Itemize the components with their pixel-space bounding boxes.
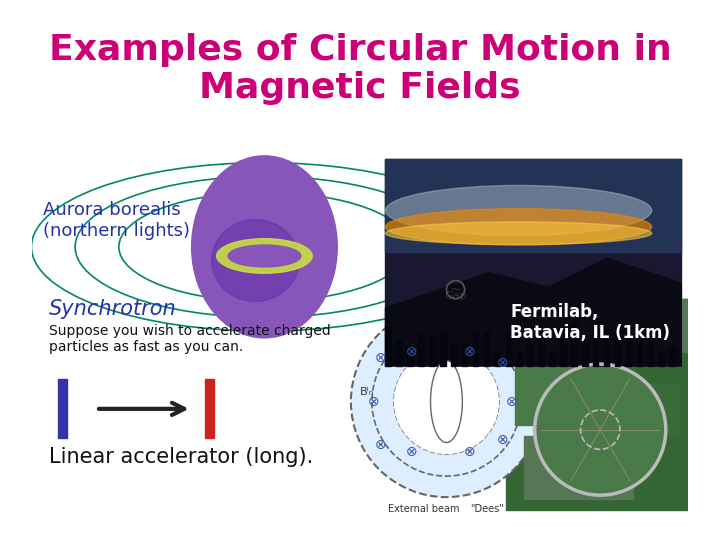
Bar (626, 328, 631, 366)
Text: Gap: Gap (444, 292, 467, 301)
Bar (560, 334, 566, 366)
Bar (659, 350, 664, 366)
Text: Examples of Circular Motion in: Examples of Circular Motion in (49, 33, 671, 67)
Bar (429, 336, 435, 366)
Text: ⊗: ⊗ (368, 395, 379, 409)
Bar (58, 379, 67, 438)
Circle shape (394, 349, 499, 454)
Bar (385, 159, 681, 366)
Ellipse shape (385, 208, 652, 245)
Bar (647, 340, 653, 366)
Bar (473, 332, 478, 366)
Ellipse shape (228, 245, 301, 267)
Text: Magnetic Fields: Magnetic Fields (199, 71, 521, 105)
Bar (604, 330, 609, 366)
Ellipse shape (385, 185, 652, 235)
Text: ⊗: ⊗ (464, 444, 475, 458)
Bar (524, 436, 633, 500)
Bar (440, 333, 446, 366)
Bar (505, 299, 688, 510)
Bar (582, 342, 588, 366)
Bar (418, 334, 423, 366)
Bar (484, 332, 489, 366)
Text: ⊗: ⊗ (464, 345, 475, 359)
Bar (571, 323, 577, 366)
Bar (539, 326, 544, 366)
Text: ⊗: ⊗ (497, 356, 509, 370)
Text: ⊗: ⊗ (406, 345, 418, 359)
Bar (397, 340, 402, 366)
Text: Fermilab,
Batavia, IL (1km): Fermilab, Batavia, IL (1km) (510, 303, 670, 342)
Text: Linear accelerator (long).: Linear accelerator (long). (49, 447, 313, 467)
Ellipse shape (431, 361, 462, 443)
Circle shape (535, 364, 666, 495)
Text: ~: ~ (450, 282, 462, 296)
Text: ⊗: ⊗ (506, 395, 518, 409)
Polygon shape (385, 258, 681, 366)
Bar (516, 352, 522, 366)
Bar (528, 332, 533, 366)
Bar (385, 327, 391, 366)
Text: Aurora borealis
(northern lights): Aurora borealis (northern lights) (43, 201, 190, 240)
Ellipse shape (217, 239, 312, 273)
Bar (385, 159, 681, 252)
Bar (615, 329, 620, 366)
Bar (597, 383, 678, 436)
Bar (670, 347, 675, 366)
Bar (505, 299, 688, 352)
Bar (408, 346, 413, 366)
Bar (205, 379, 215, 438)
Ellipse shape (385, 222, 652, 245)
Bar (636, 339, 642, 366)
Text: "Dees": "Dees" (471, 504, 504, 515)
Bar (495, 350, 500, 366)
Bar (549, 352, 554, 366)
Bar (593, 333, 598, 366)
Text: External beam: External beam (388, 504, 459, 515)
Text: Suppose you wish to accelerate charged
particles as fast as you can.: Suppose you wish to accelerate charged p… (49, 324, 330, 354)
Ellipse shape (212, 220, 299, 301)
Bar (462, 343, 467, 366)
Bar (505, 333, 511, 366)
Ellipse shape (192, 156, 337, 338)
Bar (451, 343, 456, 366)
Text: ⊗: ⊗ (375, 351, 387, 365)
Bar (515, 362, 588, 426)
Text: ⊗: ⊗ (497, 433, 509, 447)
Text: ⊗: ⊗ (375, 438, 387, 453)
Text: Bᴵₙ: Bᴵₙ (359, 388, 374, 397)
Text: Synchrotron: Synchrotron (49, 299, 176, 319)
Circle shape (351, 306, 542, 497)
Text: ⊗: ⊗ (406, 444, 418, 458)
